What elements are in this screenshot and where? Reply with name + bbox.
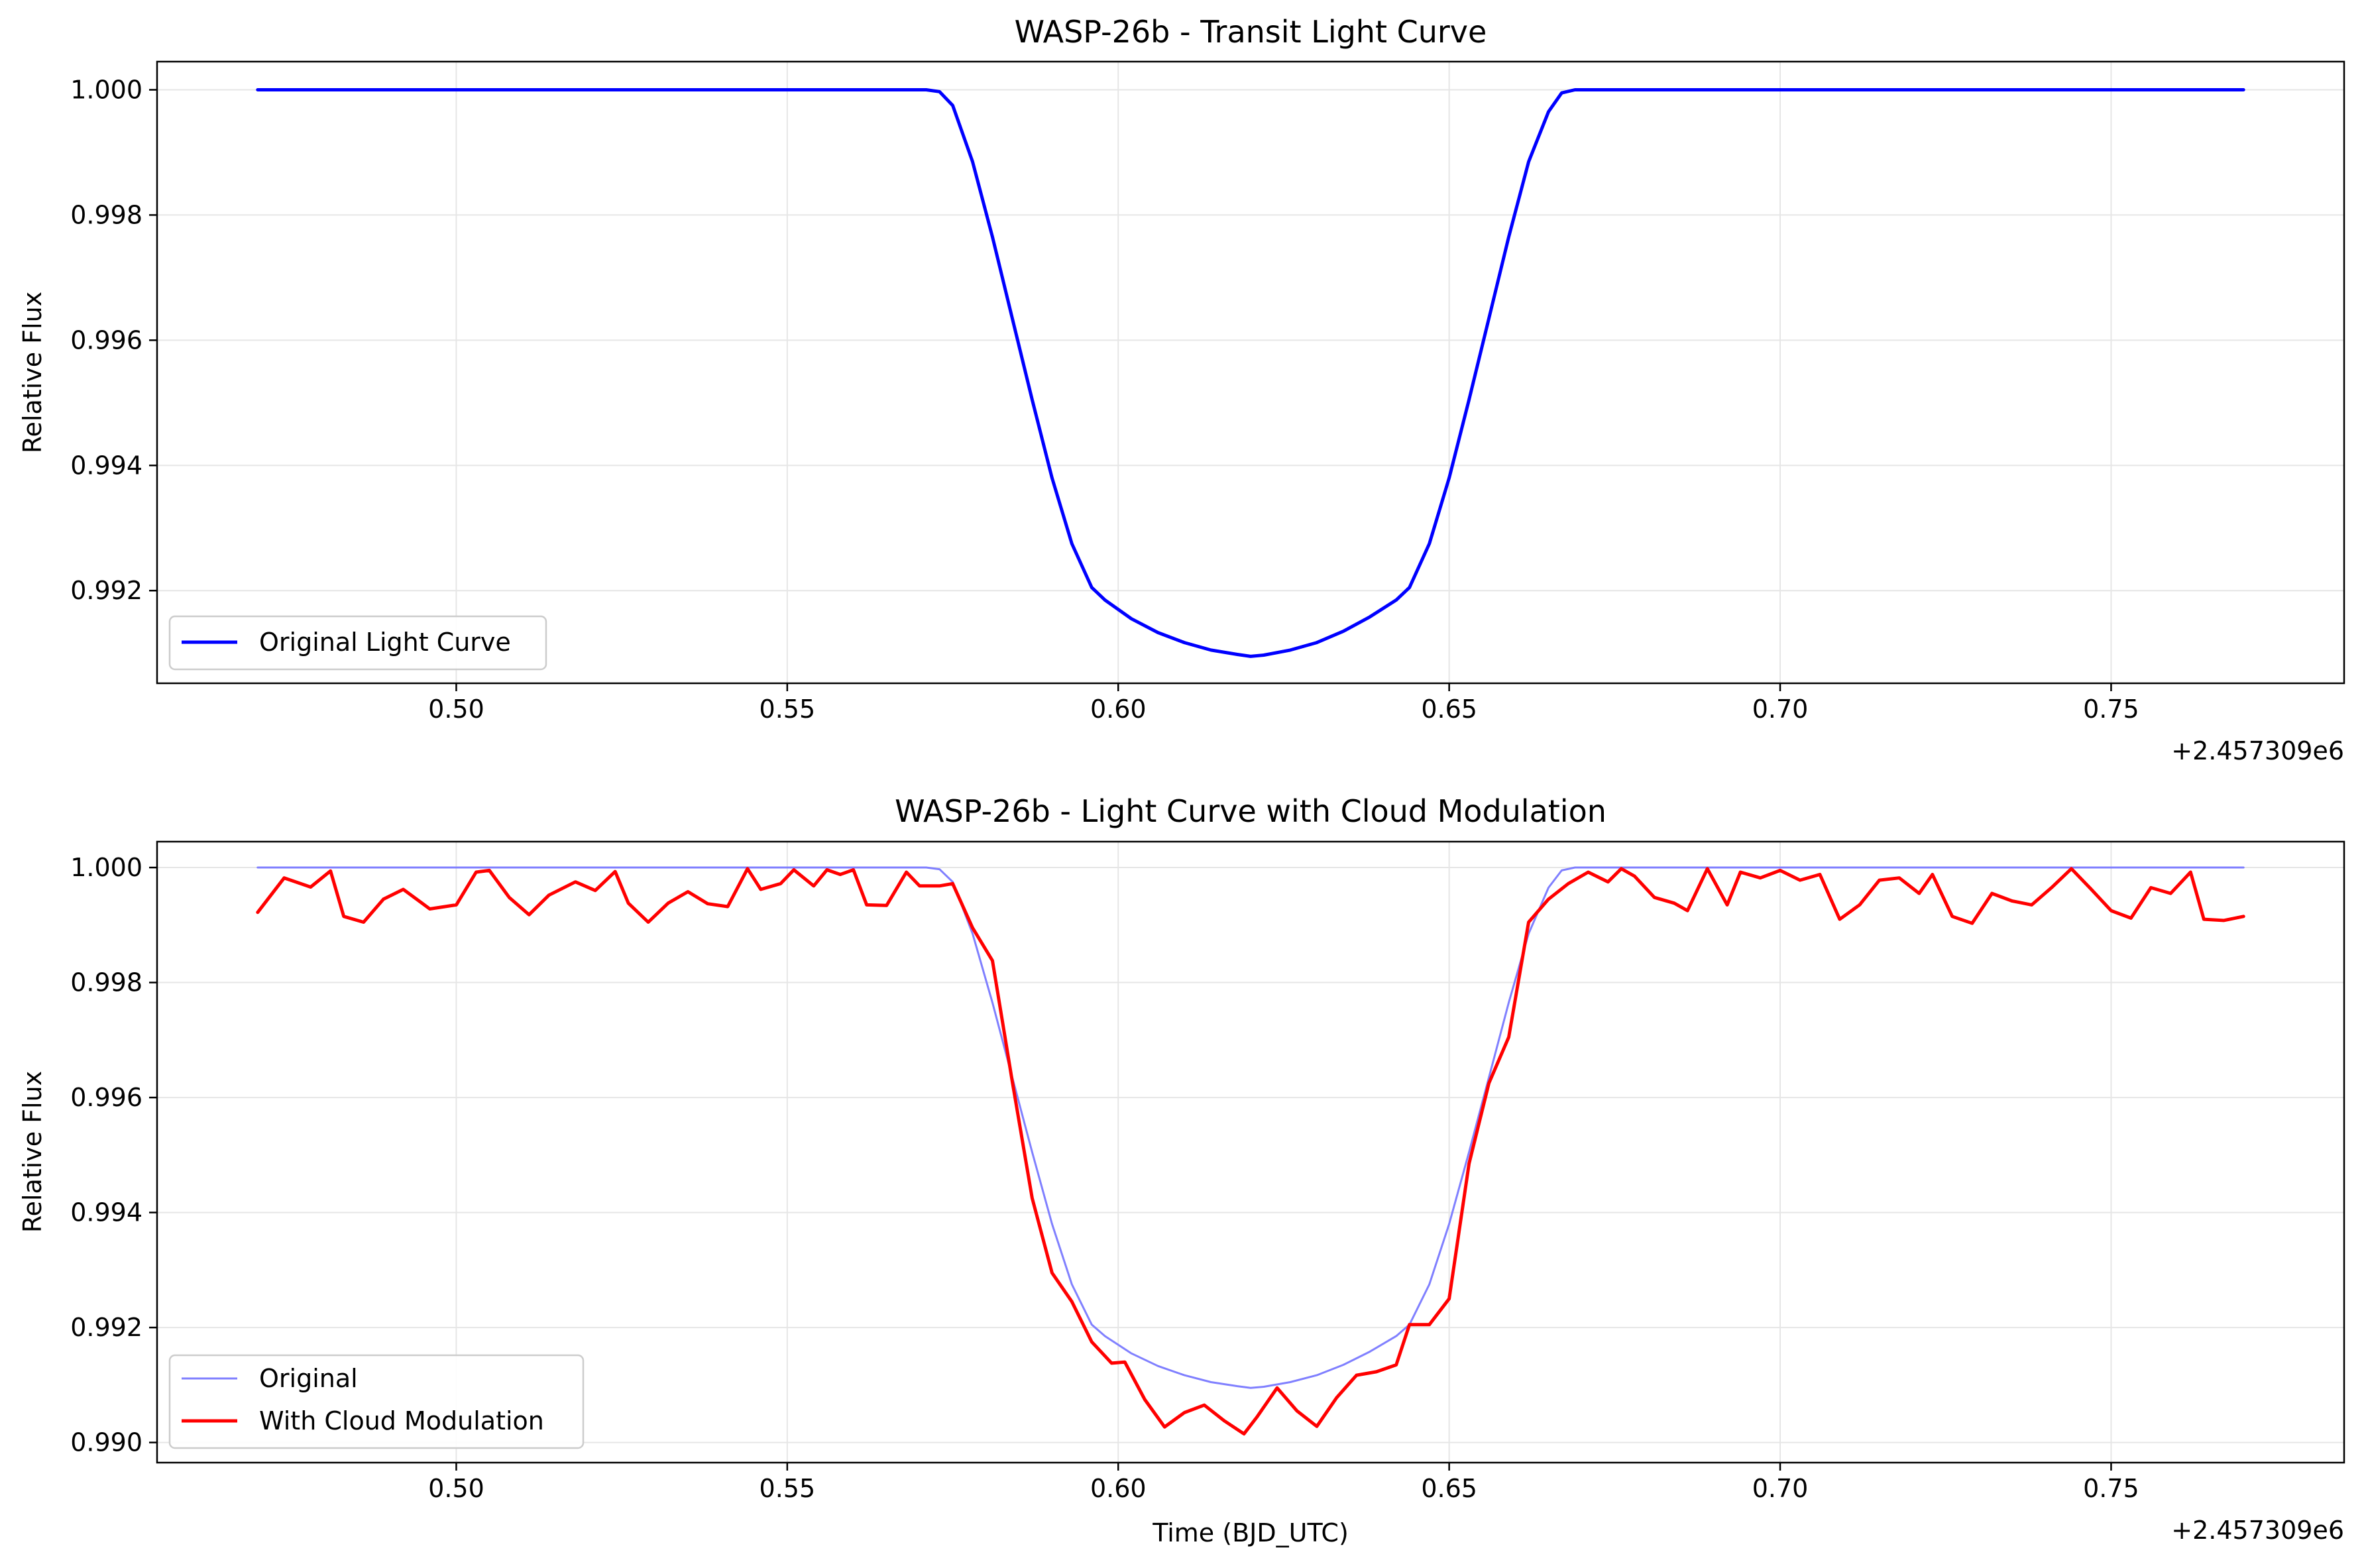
x-tick-label: 0.55 bbox=[760, 1474, 816, 1503]
x-tick-label: 0.60 bbox=[1090, 1474, 1147, 1503]
legend-label-original-light-curve: Original Light Curve bbox=[259, 628, 511, 657]
y-tick-label: 0.996 bbox=[70, 325, 142, 355]
x-tick-label: 0.75 bbox=[2083, 1474, 2139, 1503]
x-tick-label: 0.70 bbox=[1752, 1474, 1809, 1503]
y-tick-label: 0.994 bbox=[70, 1198, 142, 1227]
x-tick-label: 0.60 bbox=[1090, 695, 1147, 724]
legend: Original With Cloud Modulation bbox=[168, 1354, 585, 1449]
legend-label-original: Original bbox=[259, 1364, 358, 1393]
x-tick-label: 0.50 bbox=[428, 695, 484, 724]
x-tick-label: 0.50 bbox=[428, 1474, 484, 1503]
y-tick-label: 0.996 bbox=[70, 1083, 142, 1112]
x-tick-label: 0.70 bbox=[1752, 695, 1809, 724]
y-axis-label: Relative Flux bbox=[18, 1071, 47, 1233]
x-tick-label: 0.65 bbox=[1421, 1474, 1477, 1503]
plot-frame bbox=[156, 840, 2345, 1464]
chart-title: WASP-26b - Light Curve with Cloud Modula… bbox=[895, 793, 1606, 829]
y-tick-label: 1.000 bbox=[70, 76, 142, 105]
legend-label-with-cloud-modulation: With Cloud Modulation bbox=[259, 1406, 544, 1435]
y-tick-label: 0.998 bbox=[70, 968, 142, 997]
y-axis-label: Relative Flux bbox=[18, 292, 47, 453]
y-tick-label: 0.990 bbox=[70, 1428, 142, 1457]
transit-light-curve-panel: WASP-26b - Transit Light Curve 0.50 0.55 0… bbox=[18, 14, 2345, 765]
x-tick-label: 0.75 bbox=[2083, 695, 2139, 724]
y-tick-label: 0.994 bbox=[70, 451, 142, 480]
x-axis-label: Time (BJD_UTC) bbox=[1152, 1518, 1349, 1547]
cloud-modulation-panel: WASP-26b - Light Curve with Cloud Modula… bbox=[18, 793, 2345, 1547]
x-tick-label: 0.65 bbox=[1421, 695, 1477, 724]
y-tick-label: 1.000 bbox=[70, 853, 142, 882]
series-layer bbox=[256, 866, 2245, 1436]
legend-box bbox=[168, 615, 547, 671]
x-axis-offset-label: +2.457309e6 bbox=[2171, 736, 2344, 765]
chart-title: WASP-26b - Transit Light Curve bbox=[1015, 14, 1487, 50]
x-axis-offset-label: +2.457309e6 bbox=[2171, 1516, 2344, 1545]
series-layer bbox=[256, 88, 2245, 658]
y-tick-label: 0.992 bbox=[70, 576, 142, 605]
legend: Original Light Curve bbox=[168, 615, 547, 671]
legend-box bbox=[168, 1354, 585, 1449]
plot-frame bbox=[156, 60, 2345, 685]
y-tick-label: 0.992 bbox=[70, 1313, 142, 1342]
y-tick-label: 0.998 bbox=[70, 200, 142, 229]
series-line-original-light-curve bbox=[256, 88, 2245, 658]
x-tick-label: 0.55 bbox=[760, 695, 816, 724]
series-line-with-cloud-modulation bbox=[256, 867, 2245, 1436]
